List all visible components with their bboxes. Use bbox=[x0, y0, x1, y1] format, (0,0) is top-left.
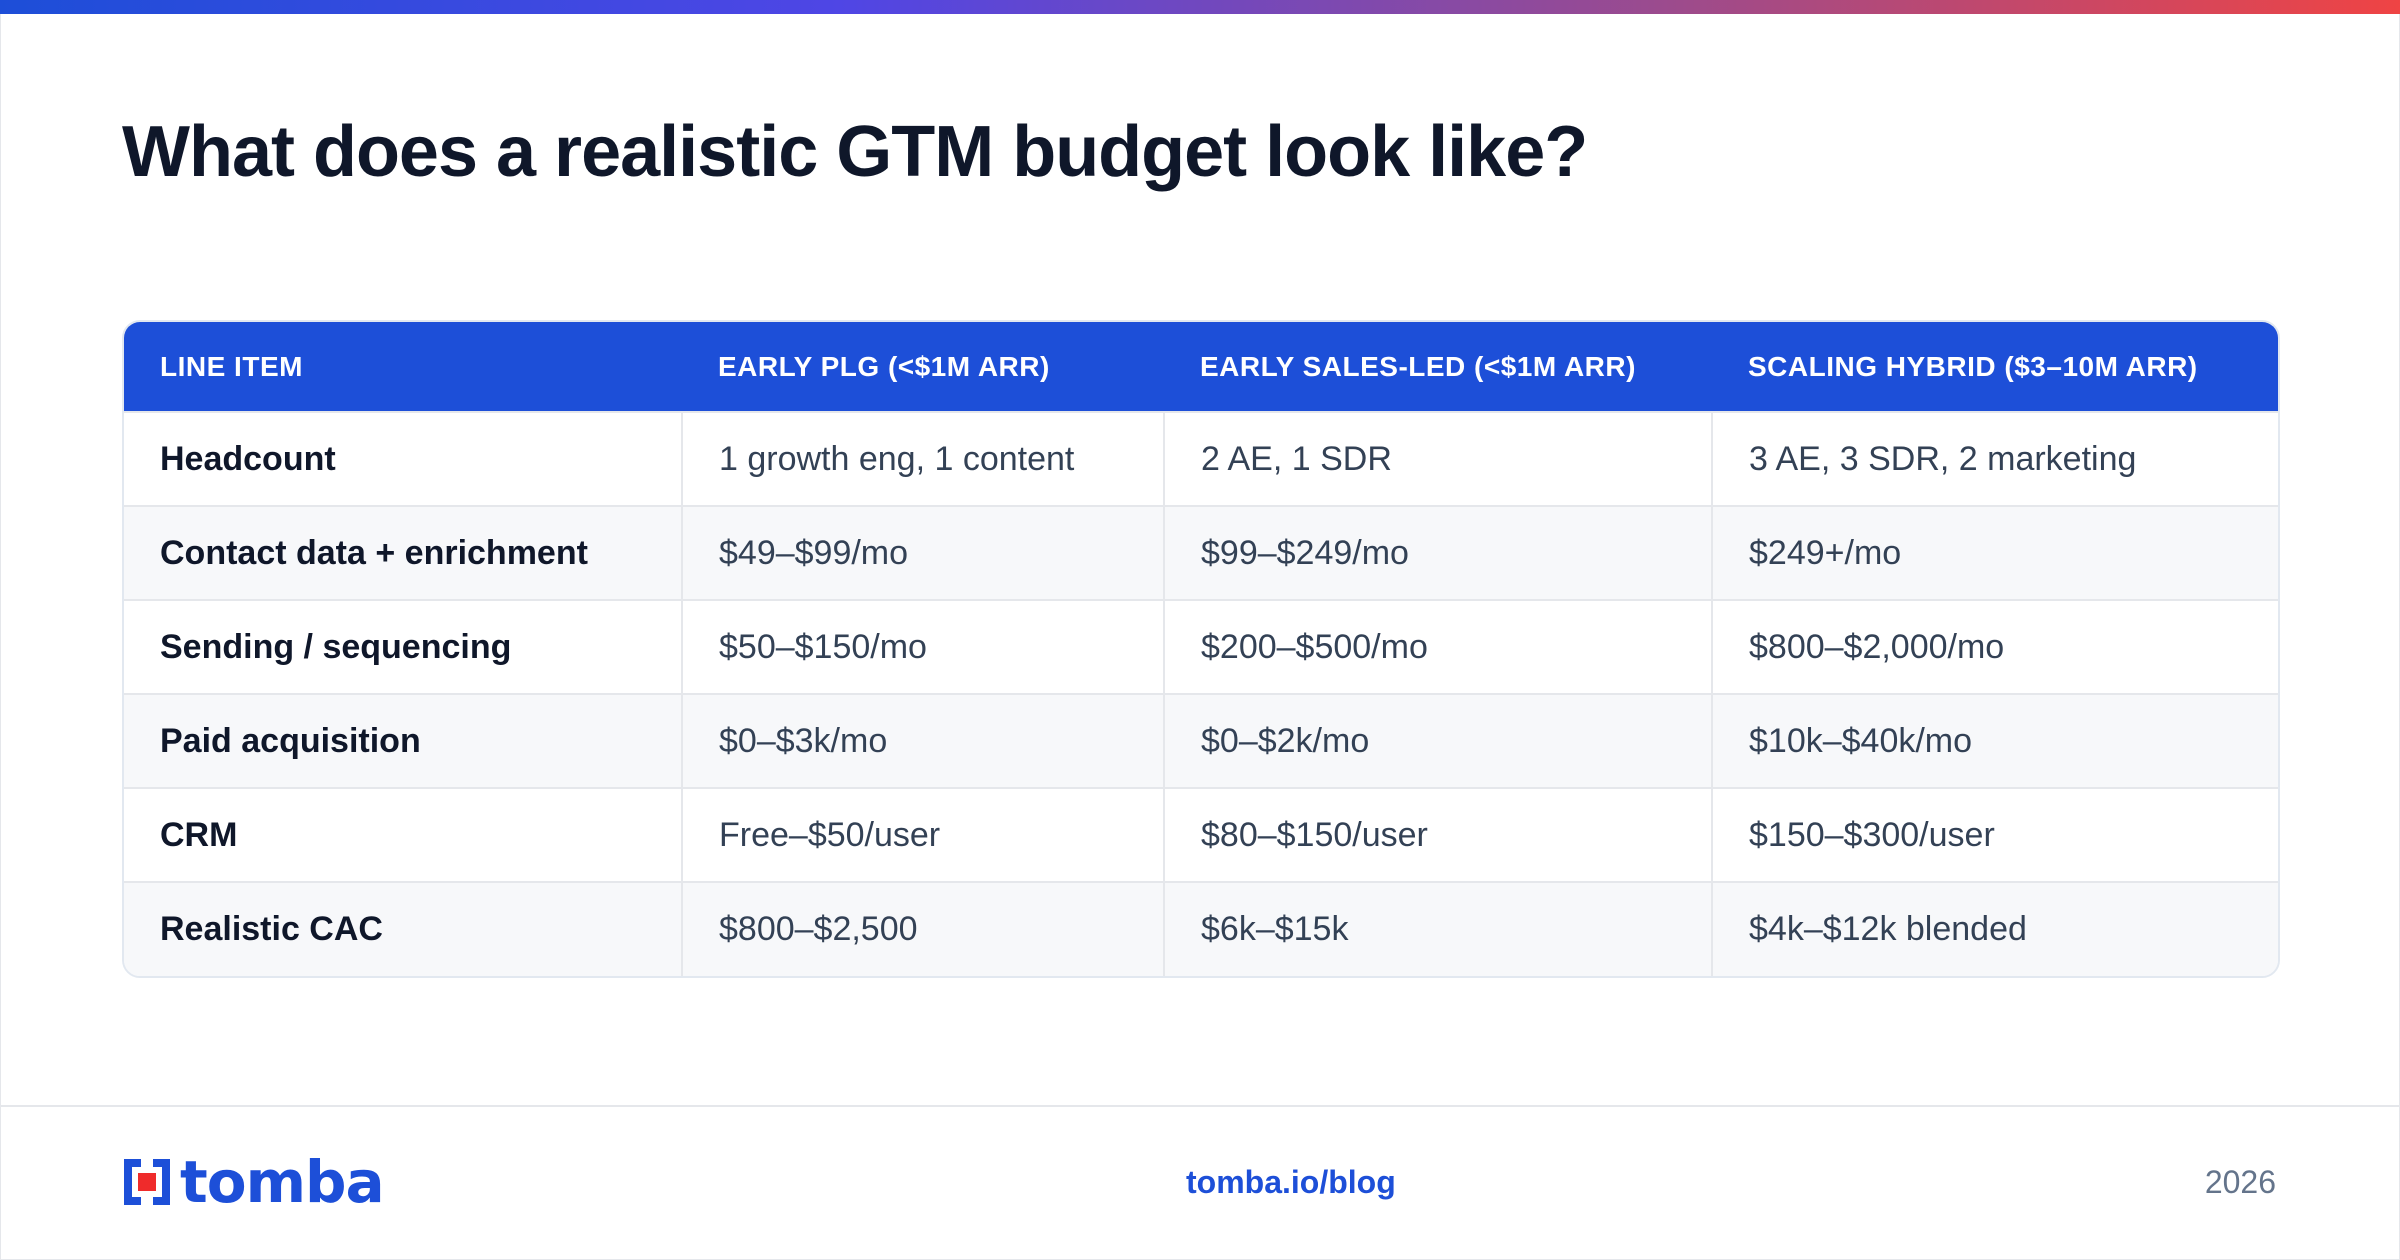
table-cell: $0–$2k/mo bbox=[1163, 693, 1712, 788]
table-cell: $249+/mo bbox=[1711, 505, 2278, 600]
logo-wordmark: tomba bbox=[180, 1148, 385, 1216]
table-row: Paid acquisition $0–$3k/mo $0–$2k/mo $10… bbox=[124, 693, 2278, 788]
table-header-row: LINE ITEM EARLY PLG (<$1M ARR) EARLY SAL… bbox=[124, 322, 2278, 412]
line-item-cell: Realistic CAC bbox=[124, 881, 682, 976]
blog-link[interactable]: tomba.io/blog bbox=[1186, 1164, 1396, 1200]
column-header-early-sales-led: EARLY SALES-LED (<$1M ARR) bbox=[1200, 350, 1636, 382]
table-row: Sending / sequencing $50–$150/mo $200–$5… bbox=[124, 599, 2278, 694]
gradient-top-bar bbox=[0, 0, 2400, 14]
column-header-early-plg: EARLY PLG (<$1M ARR) bbox=[718, 350, 1050, 382]
column-header-line-item: LINE ITEM bbox=[160, 350, 303, 382]
table-cell: Free–$50/user bbox=[681, 787, 1164, 882]
table-cell: $800–$2,500 bbox=[681, 881, 1164, 976]
table-cell: $80–$150/user bbox=[1163, 787, 1712, 882]
table-cell: $10k–$40k/mo bbox=[1711, 693, 2278, 788]
table-cell: $49–$99/mo bbox=[681, 505, 1164, 600]
budget-table: LINE ITEM EARLY PLG (<$1M ARR) EARLY SAL… bbox=[122, 320, 2280, 978]
table-row: Realistic CAC $800–$2,500 $6k–$15k $4k–$… bbox=[124, 881, 2278, 976]
tomba-logo[interactable]: tomba bbox=[122, 1148, 385, 1216]
line-item-cell: Contact data + enrichment bbox=[124, 505, 682, 600]
table-cell: 2 AE, 1 SDR bbox=[1163, 411, 1712, 506]
footer-year: 2026 bbox=[2204, 1164, 2276, 1200]
table-cell: $200–$500/mo bbox=[1163, 599, 1712, 694]
line-item-cell: CRM bbox=[124, 787, 682, 882]
table-cell: $150–$300/user bbox=[1711, 787, 2278, 882]
table-cell: $99–$249/mo bbox=[1163, 505, 1712, 600]
line-item-cell: Sending / sequencing bbox=[124, 599, 682, 694]
table-row: Contact data + enrichment $49–$99/mo $99… bbox=[124, 505, 2278, 600]
line-item-cell: Paid acquisition bbox=[124, 693, 682, 788]
table-cell: 1 growth eng, 1 content bbox=[681, 411, 1164, 506]
table-cell: $6k–$15k bbox=[1163, 881, 1712, 976]
footer-divider bbox=[0, 1105, 2400, 1107]
table-cell: $0–$3k/mo bbox=[681, 693, 1164, 788]
page-title: What does a realistic GTM budget look li… bbox=[122, 112, 1588, 192]
table-row: Headcount 1 growth eng, 1 content 2 AE, … bbox=[124, 411, 2278, 506]
table-cell: $4k–$12k blended bbox=[1711, 881, 2278, 976]
table-cell: $800–$2,000/mo bbox=[1711, 599, 2278, 694]
table-cell: 3 AE, 3 SDR, 2 marketing bbox=[1711, 411, 2278, 506]
tomba-logo-mark-icon bbox=[124, 1159, 170, 1205]
column-header-scaling-hybrid: SCALING HYBRID ($3–10M ARR) bbox=[1748, 350, 2198, 382]
table-cell: $50–$150/mo bbox=[681, 599, 1164, 694]
line-item-cell: Headcount bbox=[124, 411, 682, 506]
table-row: CRM Free–$50/user $80–$150/user $150–$30… bbox=[124, 787, 2278, 882]
